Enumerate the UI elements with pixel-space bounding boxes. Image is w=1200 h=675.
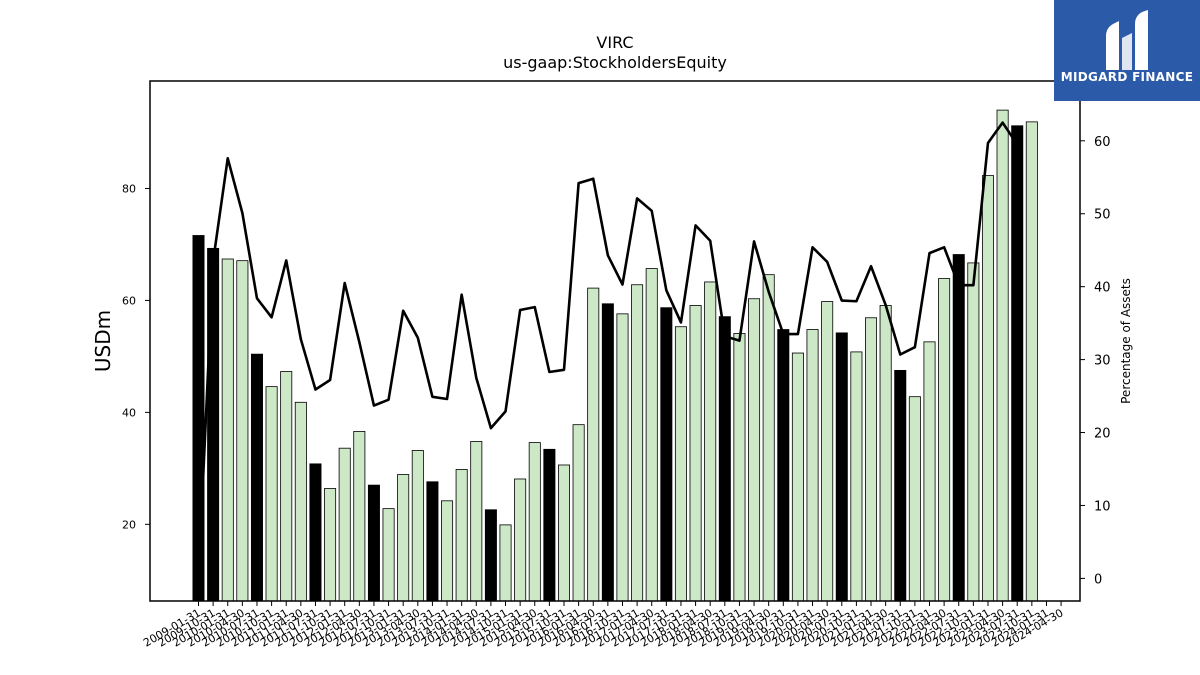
bar-2010-10-31 (265, 386, 278, 602)
bar-2011-04-30 (294, 401, 307, 602)
bar-2016-10-31 (616, 313, 629, 602)
bar-2019-04-30 (762, 274, 775, 602)
bar-2020-10-31 (850, 351, 863, 602)
y2-tick-label: 0 (1094, 572, 1102, 587)
bar-2023-04-30 (996, 109, 1009, 602)
bar-2014-01-31 (455, 469, 468, 602)
bar-2009-10-31 (207, 247, 220, 602)
bar-2011-01-31 (280, 371, 293, 602)
bar-2012-10-31 (382, 508, 395, 602)
bar-2010-01-31 (221, 258, 234, 602)
logo-text: MIDGARD FINANCE (1061, 70, 1193, 84)
bar-series (192, 109, 1038, 602)
bar-2021-07-31 (894, 369, 907, 602)
bar-2015-10-31 (558, 464, 571, 602)
bar-2019-10-31 (791, 352, 804, 602)
bar-2014-07-31 (484, 509, 497, 602)
y-tick-label: 60 (122, 294, 136, 307)
x-axis: 2009-01-312009-10-312010-01-312010-04-30… (141, 601, 1066, 650)
y-tick-label: 80 (122, 182, 136, 195)
bar-2012-01-31 (338, 447, 351, 602)
bar-2021-01-31 (865, 317, 878, 602)
y2-tick-label: 40 (1094, 281, 1111, 296)
bar-2019-01-31 (748, 298, 761, 602)
bar-2017-10-31 (674, 326, 687, 602)
bar-2022-07-31 (952, 254, 965, 602)
bar-2020-07-31 (835, 332, 848, 602)
bar-2016-04-30 (587, 287, 600, 602)
bar-2018-10-31 (733, 333, 746, 602)
bar-2017-01-31 (631, 284, 644, 602)
y-tick-label: 40 (122, 406, 136, 419)
y2-tick-label: 10 (1094, 499, 1111, 514)
bar-2018-01-31 (689, 305, 702, 602)
y2-axis-label: Percentage of Assets (1119, 278, 1133, 404)
y2-tick-label: 30 (1094, 354, 1111, 369)
bar-2011-10-31 (324, 488, 337, 602)
bar-2016-07-31 (601, 303, 614, 602)
chart-title: VIRC (596, 33, 633, 52)
bar-2012-07-31 (367, 484, 380, 602)
chart-subtitle: us-gaap:StockholdersEquity (503, 53, 727, 72)
bar-2021-04-30 (879, 305, 892, 602)
bar-2023-01-31 (981, 175, 994, 602)
bar-2017-04-30 (645, 268, 658, 602)
line-series-layer (197, 121, 1019, 579)
bar-2017-07-31 (660, 307, 673, 602)
bar-2011-07-31 (309, 463, 322, 602)
bar-2022-04-30 (938, 278, 951, 602)
y2-tick-label: 20 (1094, 427, 1111, 442)
bar-2023-07-31 (1011, 125, 1024, 602)
bar-2013-10-31 (441, 500, 454, 602)
bar-2015-01-31 (514, 478, 527, 602)
y-axis-right: 0 10 20 30 40 50 60 (1080, 135, 1111, 587)
bar-2013-01-31 (397, 474, 410, 602)
midgard-logo: MIDGARD FINANCE (1054, 0, 1200, 101)
bar-2009-01-31 (192, 235, 205, 602)
y2-tick-label: 50 (1094, 208, 1111, 223)
bar-2020-04-30 (821, 301, 834, 602)
y-tick-label: 20 (122, 518, 136, 531)
bar-2015-04-30 (528, 442, 541, 602)
plot-frame (149, 80, 1081, 602)
bar-2015-07-31 (543, 448, 556, 602)
bar-2014-04-30 (470, 441, 483, 602)
bar-2013-07-31 (426, 481, 439, 602)
bar-2020-01-31 (806, 329, 819, 602)
bar-2022-01-31 (923, 341, 936, 602)
bar-2019-07-31 (777, 329, 790, 602)
bar-2018-04-30 (704, 281, 717, 602)
bar-2010-07-31 (250, 353, 263, 602)
bar-2013-04-30 (411, 450, 424, 602)
y-axis-label: USDm (91, 310, 115, 372)
y-axis-left: 20 40 60 80 (122, 182, 150, 531)
bar-2012-04-30 (353, 430, 366, 602)
y2-tick-label: 60 (1094, 135, 1111, 150)
bar-2018-07-31 (718, 316, 731, 602)
bar-2023-10-31 (1025, 121, 1038, 602)
bar-2022-10-31 (967, 262, 980, 602)
bar-2010-04-30 (236, 260, 249, 602)
logo-mark-icon (1106, 10, 1148, 70)
bar-2014-10-31 (499, 524, 512, 602)
bar-2021-10-31 (908, 396, 921, 602)
bar-2016-01-31 (572, 424, 585, 602)
